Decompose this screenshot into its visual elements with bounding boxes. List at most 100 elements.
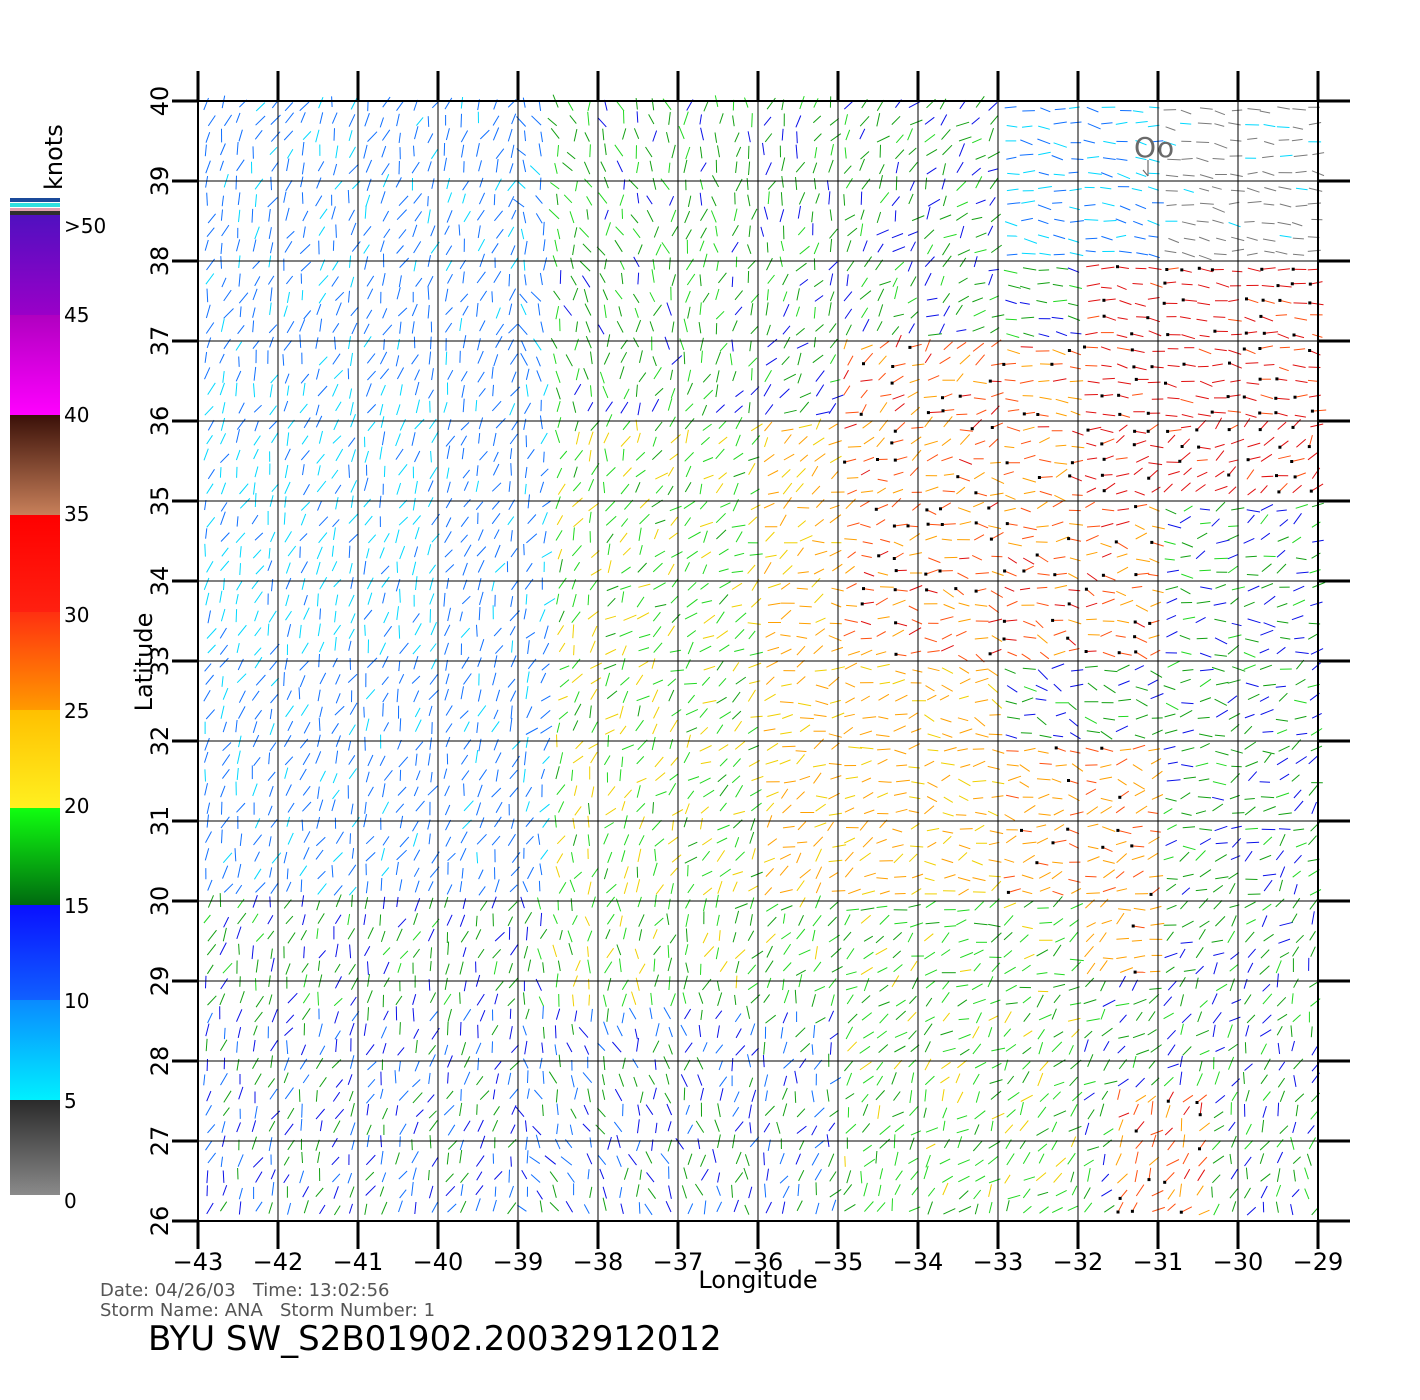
wind-vector (735, 1028, 742, 1039)
wind-vector (716, 696, 727, 704)
wind-vector (907, 525, 919, 528)
wind-vector (430, 149, 439, 160)
wind-vector (670, 993, 676, 1007)
wind-vector (1295, 1104, 1299, 1117)
wind-vector (879, 681, 891, 685)
wind-vector (943, 341, 953, 351)
wind-vector (811, 1090, 815, 1103)
wind-vector (461, 1042, 467, 1056)
wind-vector (1214, 654, 1227, 657)
wind-vector (1260, 629, 1274, 636)
wind-vector (222, 852, 233, 864)
wind-vector (990, 213, 1002, 223)
wind-vector (1104, 1204, 1115, 1213)
wind-vector (508, 901, 518, 912)
wind-vector (811, 211, 814, 223)
wind-vector (1004, 858, 1015, 863)
wind-vector (286, 881, 292, 892)
wind-vector (766, 660, 779, 668)
wind-vector (236, 767, 239, 780)
wind-vector (1007, 523, 1018, 526)
wind-vector (767, 338, 778, 348)
wind-vector (926, 509, 937, 515)
wind-vector (1262, 903, 1272, 911)
wind-vector (660, 1153, 670, 1165)
rain-flag (1166, 429, 1170, 433)
wind-vector (975, 572, 989, 575)
wind-vector (1085, 501, 1095, 509)
wind-vector (1131, 939, 1143, 942)
wind-vector (812, 162, 818, 174)
wind-vector (254, 591, 263, 604)
wind-vector (680, 1024, 688, 1036)
wind-vector (395, 1105, 399, 1116)
wind-vector (988, 273, 994, 286)
wind-vector (1199, 652, 1212, 658)
wind-vector (238, 1201, 242, 1215)
wind-vector (1104, 1080, 1118, 1085)
wind-vector (830, 133, 842, 142)
wind-vector (1227, 1024, 1233, 1038)
wind-vector (1118, 1112, 1130, 1118)
wind-vector (1199, 569, 1211, 572)
wind-vector (1036, 949, 1049, 957)
wind-vector (845, 986, 858, 991)
wind-vector (365, 159, 373, 173)
wind-vector (1182, 1046, 1192, 1056)
wind-vector (1215, 842, 1228, 845)
wind-vector (1310, 423, 1324, 428)
wind-vector (652, 679, 664, 685)
wind-vector (204, 751, 209, 763)
wind-vector (612, 1041, 622, 1053)
wind-vector (495, 689, 501, 702)
wind-vector (1244, 798, 1255, 800)
wind-vector (267, 1078, 276, 1088)
wind-vector (715, 404, 725, 413)
wind-vector (1244, 741, 1257, 750)
wind-vector (203, 1074, 206, 1086)
wind-vector (860, 469, 871, 476)
wind-vector (1150, 444, 1164, 449)
wind-vector (860, 344, 873, 350)
wind-vector (748, 1077, 754, 1088)
wind-vector (1084, 945, 1094, 958)
wind-vector (941, 667, 954, 674)
wind-vector (971, 860, 983, 866)
wind-vector (1005, 984, 1017, 992)
wind-vector (910, 728, 922, 733)
wind-vector (975, 354, 985, 366)
wind-vector (206, 227, 215, 238)
wind-vector (270, 374, 279, 384)
rain-flag (1066, 636, 1070, 640)
wind-vector (1180, 555, 1191, 558)
wind-vector (796, 1108, 806, 1118)
wind-vector (461, 144, 465, 158)
rain-flag (1245, 297, 1248, 301)
wind-vector (235, 341, 243, 351)
wind-vector (716, 980, 720, 992)
wind-vector (829, 901, 838, 910)
wind-vector (253, 482, 256, 495)
wind-vector (1183, 1106, 1191, 1116)
wind-vector (974, 249, 987, 254)
wind-vector (519, 293, 528, 304)
wind-vector (1068, 1044, 1074, 1055)
wind-vector (1275, 1184, 1282, 1197)
colorbar-cap (10, 211, 60, 215)
wind-vector (878, 1001, 890, 1007)
wind-vector (367, 786, 374, 797)
wind-vector (494, 879, 500, 893)
wind-vector (1085, 875, 1097, 878)
wind-vector (523, 543, 525, 556)
wind-vector (583, 368, 589, 380)
wind-vector (348, 724, 356, 736)
wind-vector (363, 609, 373, 620)
wind-vector (254, 1073, 262, 1085)
wind-vector (1132, 283, 1143, 285)
wind-vector (1179, 452, 1191, 462)
wind-vector (971, 216, 983, 221)
rain-flag (894, 621, 898, 625)
wind-vector (254, 851, 260, 862)
wind-vector (1103, 574, 1116, 581)
wind-vector (845, 1123, 857, 1134)
